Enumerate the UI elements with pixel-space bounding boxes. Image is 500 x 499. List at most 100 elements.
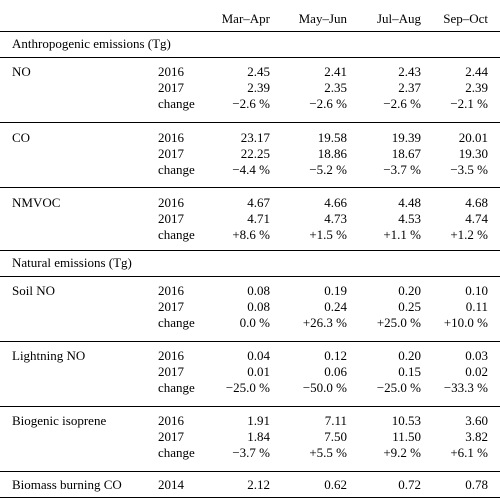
row-group-name: Lightning NO <box>12 348 86 363</box>
table-cell: 1.91 <box>247 413 270 428</box>
row-label: 2017 <box>158 80 184 95</box>
table-cell: −2.1 % <box>450 96 488 111</box>
row-group-name: Biogenic isoprene <box>12 413 107 428</box>
table-cell: 2.43 <box>398 64 421 79</box>
table-cell: 4.74 <box>465 211 488 226</box>
table-cell: 0.03 <box>465 348 488 363</box>
row-label: 2016 <box>158 348 184 363</box>
section-rule <box>0 57 500 58</box>
table-cell: 0.12 <box>324 348 347 363</box>
table-cell: 0.20 <box>398 348 421 363</box>
table-cell: 2.37 <box>398 80 421 95</box>
row-label: change <box>158 315 195 330</box>
table-cell: 2.35 <box>324 80 347 95</box>
table-cell: 3.60 <box>465 413 488 428</box>
table-cell: 0.25 <box>398 299 421 314</box>
row-label: change <box>158 380 195 395</box>
table-cell: 0.01 <box>247 364 270 379</box>
table-cell: 19.30 <box>458 146 488 161</box>
row-label: 2016 <box>158 413 184 428</box>
row-label: 2017 <box>158 429 184 444</box>
column-header-mar-apr: Mar–Apr <box>221 11 270 26</box>
group-rule <box>0 341 500 342</box>
table-cell: 0.08 <box>247 283 270 298</box>
row-group-name: Soil NO <box>12 283 55 298</box>
row-label: change <box>158 162 195 177</box>
table-cell: 19.58 <box>317 130 347 145</box>
table-cell: 20.01 <box>458 130 488 145</box>
table-cell: 22.25 <box>240 146 270 161</box>
table-cell: 0.06 <box>324 364 347 379</box>
table-cell: 18.67 <box>391 146 421 161</box>
table-cell: 1.84 <box>247 429 270 444</box>
row-label: 2017 <box>158 146 184 161</box>
table-cell: 18.86 <box>317 146 347 161</box>
table-cell: 0.02 <box>465 364 488 379</box>
table-cell: +25.0 % <box>376 315 421 330</box>
table-cell: −2.6 % <box>232 96 270 111</box>
table-cell: +26.3 % <box>302 315 347 330</box>
row-group-name: Biomass burning CO <box>12 477 122 492</box>
table-cell: +1.2 % <box>450 227 488 242</box>
table-cell: 7.50 <box>324 429 347 444</box>
table-cell: −4.4 % <box>232 162 270 177</box>
table-cell: −25.0 % <box>225 380 270 395</box>
table-cell: −3.7 % <box>232 445 270 460</box>
table-cell: +1.1 % <box>383 227 421 242</box>
table-cell: 2.39 <box>465 80 488 95</box>
table-cell: 0.62 <box>324 477 347 492</box>
table-cell: 2.39 <box>247 80 270 95</box>
table-cell: 0.72 <box>398 477 421 492</box>
table-cell: 0.10 <box>465 283 488 298</box>
table-cell: 3.82 <box>465 429 488 444</box>
table-cell: 23.17 <box>240 130 270 145</box>
table-cell: 4.66 <box>324 195 347 210</box>
group-rule <box>0 471 500 472</box>
section-title: Anthropogenic emissions (Tg) <box>12 36 171 51</box>
table-cell: 4.53 <box>398 211 421 226</box>
table-cell: 4.67 <box>247 195 270 210</box>
row-label: 2014 <box>158 477 184 492</box>
row-group-name: NMVOC <box>12 195 61 210</box>
table-cell: 11.50 <box>392 429 421 444</box>
table-cell: 19.39 <box>391 130 421 145</box>
group-rule <box>0 406 500 407</box>
table-cell: −2.6 % <box>309 96 347 111</box>
table-cell: −5.2 % <box>309 162 347 177</box>
table-cell: 0.19 <box>324 283 347 298</box>
table-cell: +9.2 % <box>383 445 421 460</box>
table-cell: −25.0 % <box>376 380 421 395</box>
group-rule <box>0 187 500 188</box>
row-label: 2016 <box>158 130 184 145</box>
group-rule <box>0 122 500 123</box>
table-cell: 4.73 <box>324 211 347 226</box>
table-cell: −2.6 % <box>383 96 421 111</box>
table-cell: 0.78 <box>465 477 488 492</box>
row-label: 2017 <box>158 211 184 226</box>
row-label: 2016 <box>158 64 184 79</box>
table-cell: +5.5 % <box>309 445 347 460</box>
table-cell: 0.08 <box>247 299 270 314</box>
row-label: change <box>158 96 195 111</box>
column-header-sep-oct: Sep–Oct <box>443 11 488 26</box>
table-cell: 2.41 <box>324 64 347 79</box>
table-cell: −3.7 % <box>383 162 421 177</box>
section-title: Natural emissions (Tg) <box>12 255 132 270</box>
table-cell: 0.11 <box>465 299 488 314</box>
table-cell: +8.6 % <box>232 227 270 242</box>
table-cell: 0.15 <box>398 364 421 379</box>
row-label: 2016 <box>158 283 184 298</box>
table-cell: 2.12 <box>247 477 270 492</box>
table-cell: +10.0 % <box>443 315 488 330</box>
row-group-name: NO <box>12 64 31 79</box>
column-header-may-jun: May–Jun <box>298 11 347 26</box>
table-cell: +6.1 % <box>450 445 488 460</box>
row-label: 2017 <box>158 364 184 379</box>
table-cell: 10.53 <box>391 413 421 428</box>
table-cell: −3.5 % <box>450 162 488 177</box>
table-cell: 7.11 <box>324 413 347 428</box>
table-cell: 4.71 <box>247 211 270 226</box>
bottom-rule <box>0 497 500 499</box>
table-cell: 0.0 % <box>239 315 270 330</box>
row-group-name: CO <box>12 130 31 145</box>
